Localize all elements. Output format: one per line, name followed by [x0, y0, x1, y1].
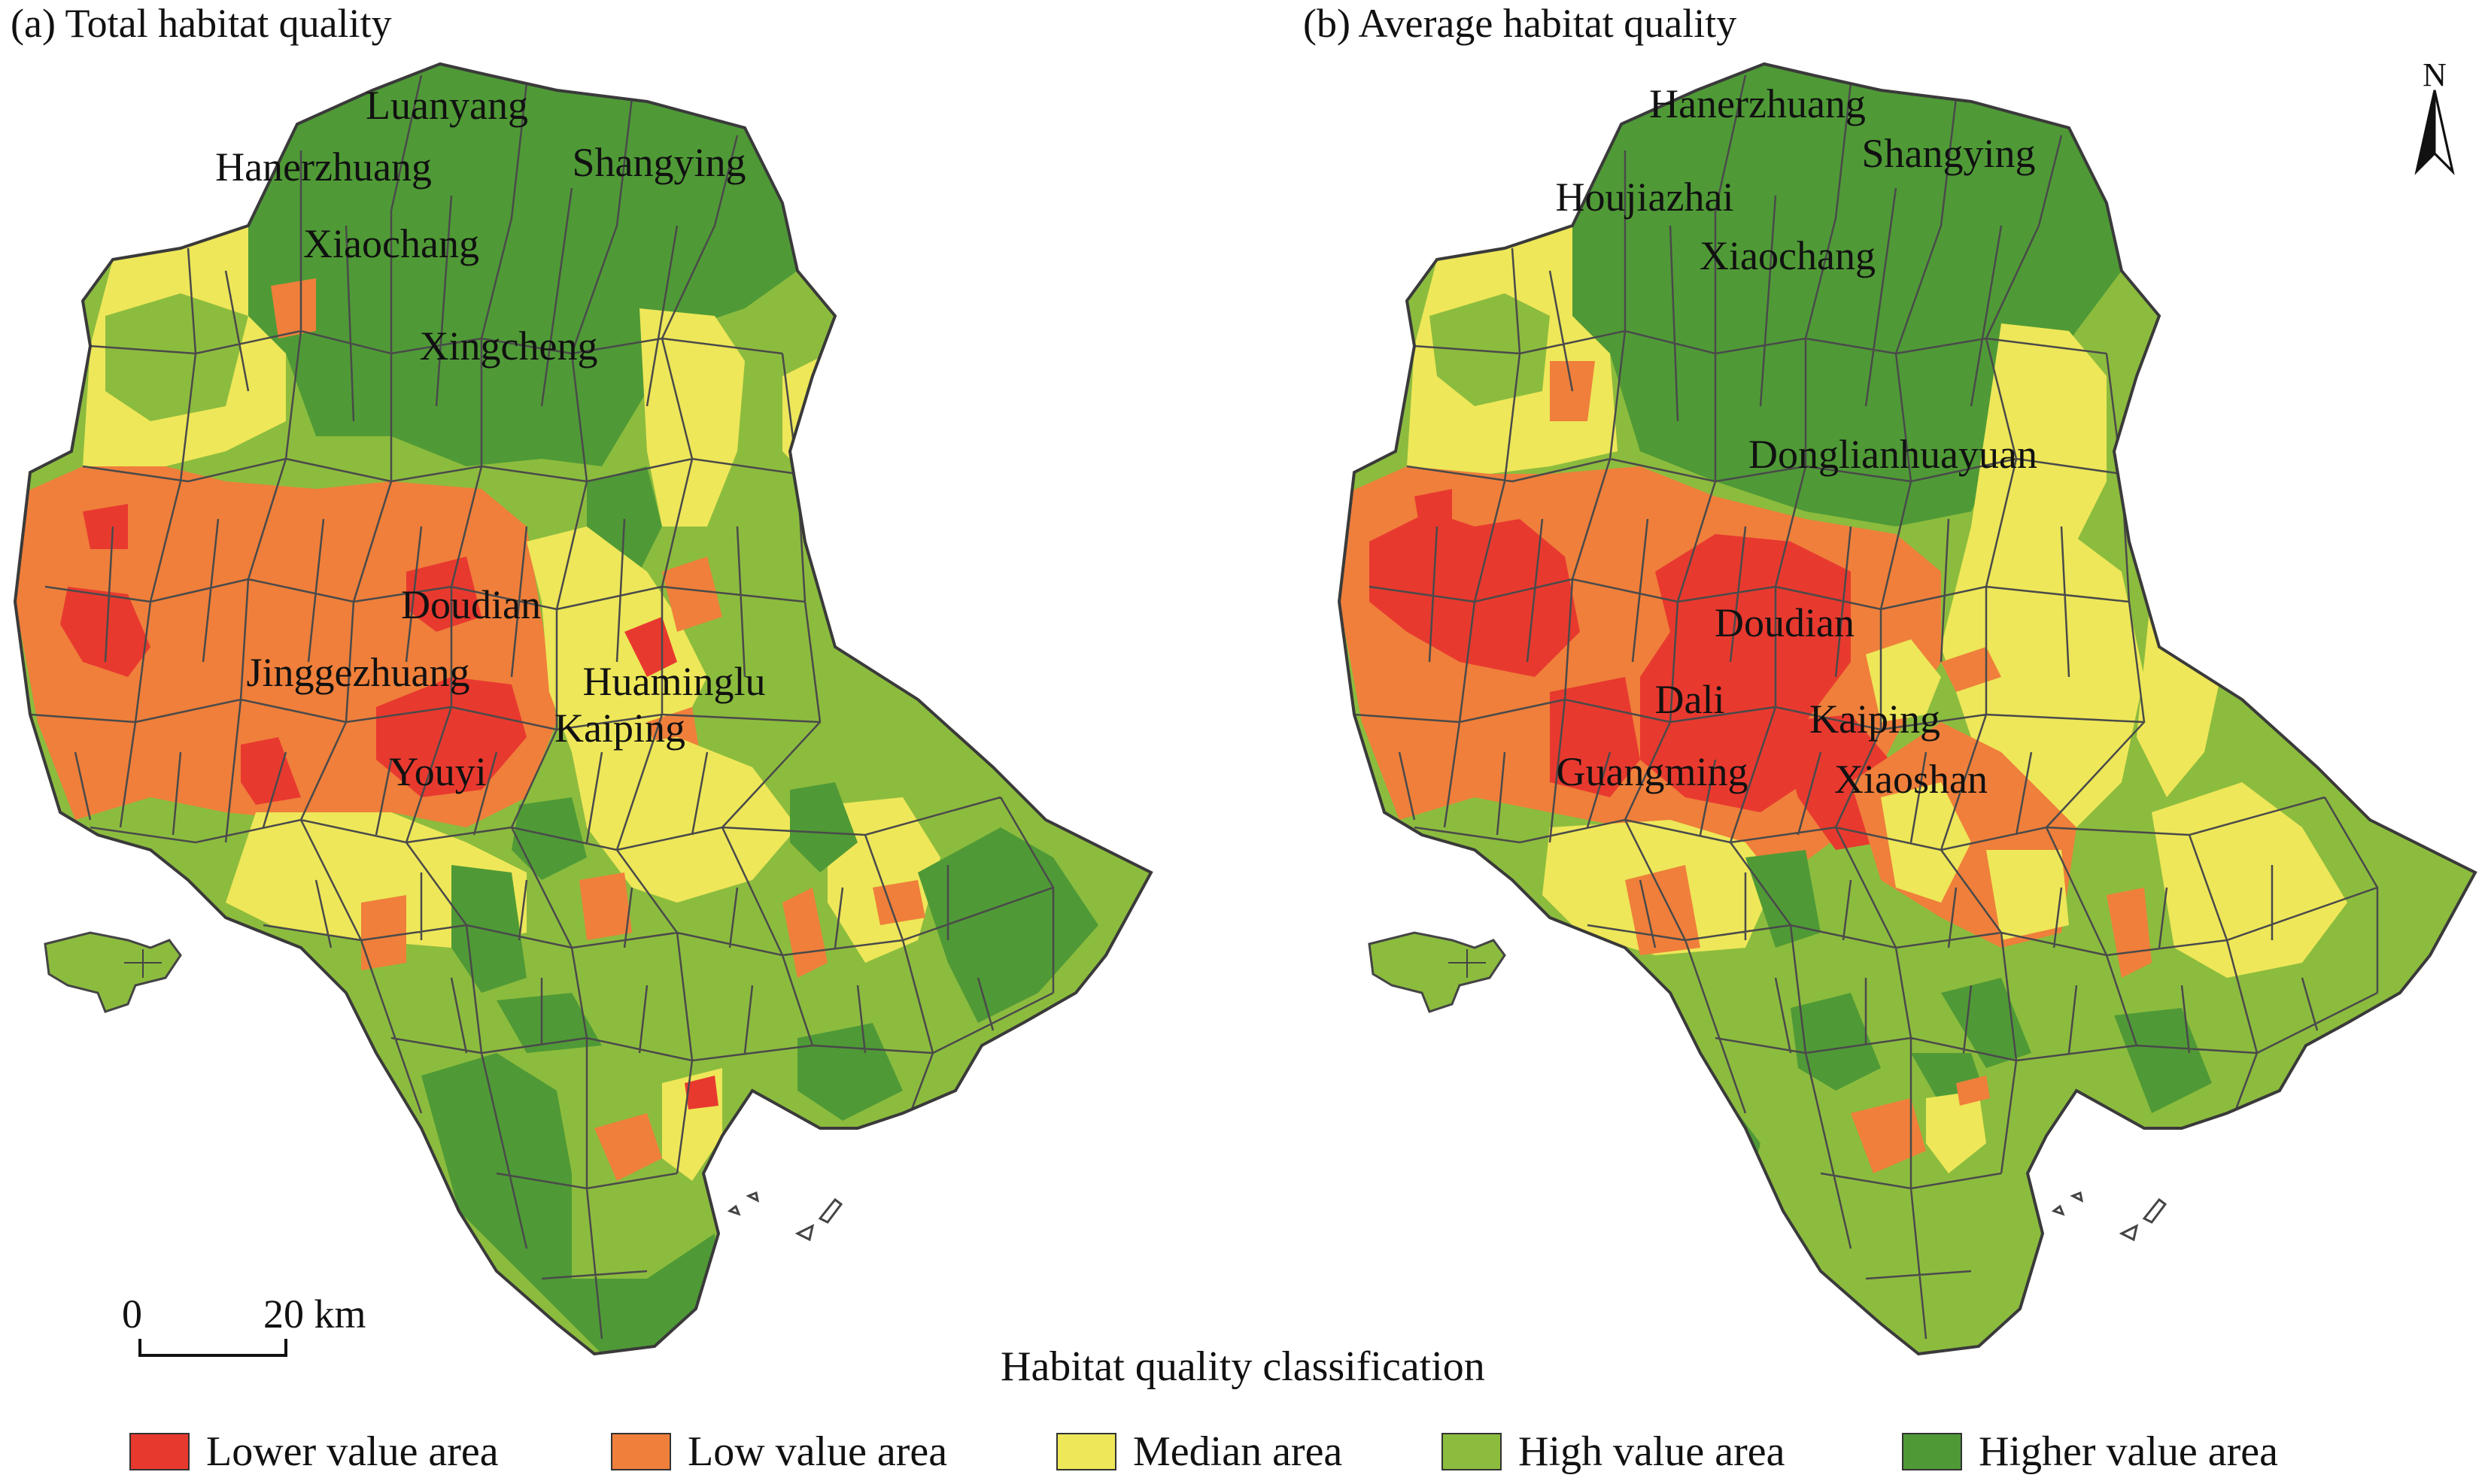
place-label: Hanerzhuang [1649, 81, 1866, 126]
map-b-zones [1339, 64, 2347, 1203]
place-label: Shangying [572, 140, 746, 185]
legend-label: Lower value area [206, 1428, 499, 1475]
scale-start-label: 0 [122, 1291, 142, 1337]
place-label: Youyi [389, 749, 487, 794]
place-label: Huaminglu [582, 659, 766, 704]
place-label: Kaiping [1809, 696, 1940, 742]
legend-label: Median area [1133, 1428, 1343, 1475]
legend-item-low: Low value area [611, 1428, 948, 1475]
legend-title: Habitat quality classification [1001, 1343, 1485, 1390]
map-b [1338, 62, 2477, 1355]
scale-end-label: 20 km [263, 1291, 366, 1337]
scale-bar [138, 1339, 287, 1357]
place-label: Houjiazhai [1555, 174, 1734, 220]
place-label: Doudian [401, 582, 541, 627]
map-a-zones [15, 64, 1098, 1354]
map-a [14, 62, 1153, 1355]
place-label: Donglianhuayuan [1748, 432, 2037, 477]
legend-swatch [1441, 1433, 1502, 1470]
place-label: Doudian [1715, 600, 1855, 645]
north-label: N [2423, 56, 2447, 93]
panel-b-title: (b) Average habitat quality [1303, 1, 1737, 46]
place-label: Guangming [1556, 749, 1748, 794]
north-arrow-icon [2414, 90, 2455, 175]
legend-item-high: High value area [1441, 1428, 1785, 1475]
legend-swatch [1902, 1433, 1962, 1470]
legend-swatch [129, 1433, 190, 1470]
place-label: Xiaochang [303, 221, 479, 266]
legend-label: Low value area [688, 1428, 948, 1475]
place-label: Jinggezhuang [246, 650, 470, 695]
place-label: Kaiping [554, 706, 685, 751]
place-label: Xiaochang [1700, 233, 1876, 278]
legend-item-median: Median area [1056, 1428, 1343, 1475]
legend-label: High value area [1518, 1428, 1785, 1475]
place-label: Xiaoshan [1834, 757, 1988, 802]
place-label: Dali [1654, 677, 1725, 722]
place-label: Hanerzhuang [215, 144, 432, 190]
legend-swatch [1056, 1433, 1116, 1470]
place-label: Shangying [1861, 131, 2036, 176]
legend-item-higher: Higher value area [1902, 1428, 2278, 1475]
legend-item-lower: Lower value area [129, 1428, 499, 1475]
legend-label: Higher value area [1979, 1428, 2278, 1475]
panel-a-title: (a) Total habitat quality [11, 1, 392, 46]
place-label: Xingcheng [419, 323, 598, 369]
legend-swatch [611, 1433, 671, 1470]
place-label: Luanyang [366, 83, 528, 128]
